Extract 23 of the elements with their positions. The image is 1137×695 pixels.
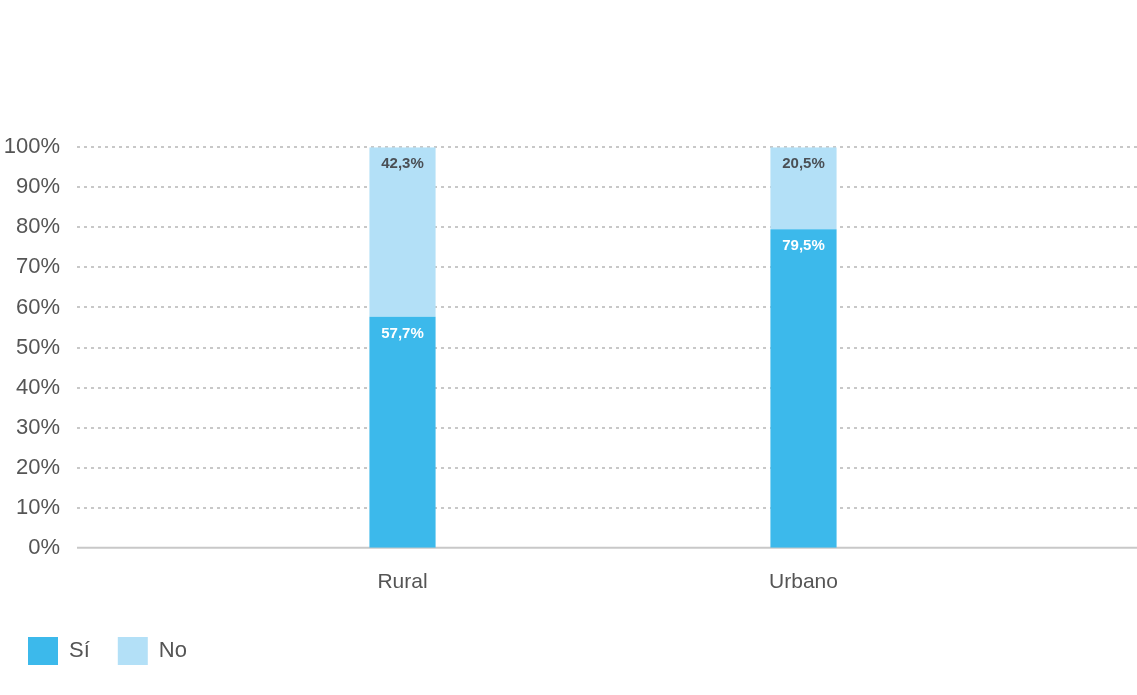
y-tick-label: 40% xyxy=(15,373,60,399)
y-tick-label: 50% xyxy=(15,333,60,359)
y-tick-label: 0% xyxy=(28,533,60,559)
y-tick-label: 20% xyxy=(15,453,60,479)
x-tick-label: Urbano xyxy=(769,569,838,593)
data-label: 79,5% xyxy=(782,236,825,254)
data-label: 20,5% xyxy=(782,154,825,172)
bar xyxy=(369,316,436,548)
data-label: 42,3% xyxy=(381,154,424,172)
y-tick-label: 90% xyxy=(15,173,60,199)
y-tick-label: 100% xyxy=(3,133,60,159)
x-tick-label: Rural xyxy=(377,569,428,593)
legend-label: No xyxy=(158,637,187,663)
y-tick-label: 70% xyxy=(15,253,60,279)
y-tick-label: 30% xyxy=(15,413,60,439)
y-tick-label: 60% xyxy=(15,293,60,319)
bar xyxy=(369,147,436,317)
y-tick-label: 10% xyxy=(15,493,60,519)
bar xyxy=(770,147,837,230)
legend-label: Sí xyxy=(69,637,90,663)
bar xyxy=(770,229,837,548)
data-label: 57,7% xyxy=(381,323,424,341)
y-tick-label: 80% xyxy=(15,213,60,239)
